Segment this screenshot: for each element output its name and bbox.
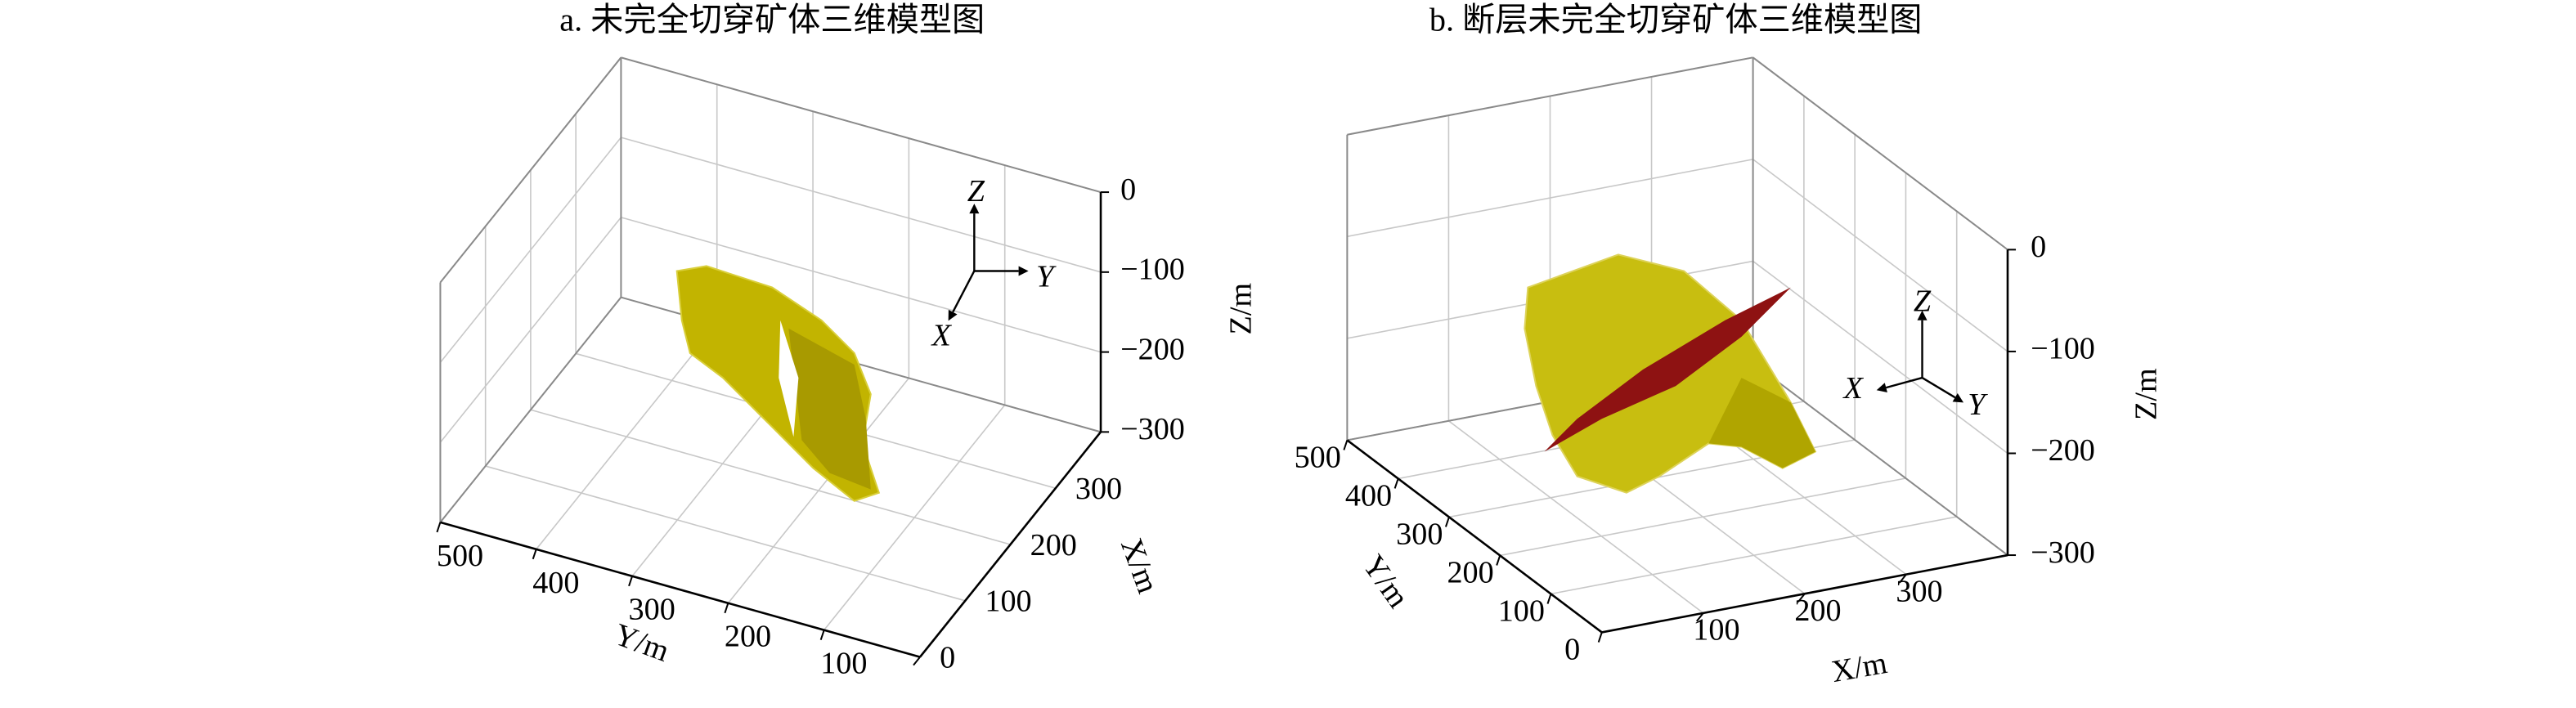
- z-tick-label: −200: [2031, 433, 2095, 468]
- tick-mark: [1343, 440, 1349, 450]
- y-tick-label: 300: [629, 593, 675, 627]
- tick-mark: [1003, 544, 1012, 553]
- chart-title: b. 断层未完全切穿矿体三维模型图: [1429, 1, 1923, 38]
- ore-body-b: [1524, 253, 1817, 494]
- x-tick-label: 100: [985, 585, 1031, 619]
- x-axis-label: X/m: [1829, 646, 1890, 689]
- y-tick-label: 200: [725, 620, 771, 654]
- figure-body: 0100200300100200300400500−300−200−1000a.…: [436, 1, 2164, 689]
- z-tick-label: −300: [2031, 535, 2095, 570]
- grid-line: [1752, 159, 2008, 352]
- box-edge: [621, 56, 1102, 194]
- triad-arrow: [1876, 383, 1887, 392]
- triad-arrow: [1018, 266, 1029, 276]
- tick-mark: [532, 549, 537, 560]
- fault-plane: [1544, 287, 1791, 452]
- tick-mark: [1797, 593, 1806, 603]
- triad-label: X: [1842, 371, 1864, 406]
- tick-mark: [1546, 594, 1552, 604]
- y-tick-label: 100: [1498, 594, 1545, 628]
- triad-axis: [1921, 377, 1956, 399]
- x-axis-label: X/m: [1114, 534, 1165, 598]
- z-tick-label: 0: [2031, 230, 2046, 264]
- grid-line: [530, 409, 1011, 545]
- tick-mark: [913, 656, 921, 666]
- x-tick-label: 300: [1896, 575, 1942, 609]
- box-edge: [439, 297, 622, 523]
- grid-line: [485, 465, 966, 602]
- triad-axis: [952, 270, 976, 313]
- y-tick-label: 500: [437, 539, 483, 573]
- y-tick-label: 500: [1295, 440, 1341, 474]
- ore-shade: [788, 328, 871, 490]
- z-tick-label: −100: [2031, 332, 2095, 366]
- ore-body-a: [675, 265, 881, 502]
- tick-mark: [628, 576, 634, 587]
- x-tick-label: 300: [1075, 472, 1122, 506]
- grid-line: [439, 137, 622, 363]
- grid-line: [1347, 159, 1753, 238]
- grid-line: [1447, 420, 1704, 614]
- chart-title: a. 未完全切穿矿体三维模型图: [559, 1, 985, 38]
- y-tick-label: 0: [1564, 632, 1580, 666]
- tick-mark: [724, 603, 729, 614]
- z-tick-label: 0: [1120, 173, 1136, 207]
- tick-mark: [1444, 517, 1450, 527]
- tick-mark: [819, 630, 825, 641]
- triad-label: Y: [1968, 388, 1988, 422]
- x-tick-label: 100: [1693, 613, 1739, 648]
- y-axis: [1346, 439, 1603, 634]
- triad-arrow: [1952, 393, 1964, 403]
- y-tick-label: 400: [532, 566, 579, 600]
- y-tick-label: 400: [1345, 478, 1392, 513]
- grid-line: [727, 377, 910, 604]
- grid-line: [439, 217, 622, 443]
- tick-mark: [1393, 478, 1399, 489]
- y-tick-label: 200: [1447, 555, 1493, 589]
- z-tick-label: −100: [1120, 253, 1185, 287]
- grid-line: [621, 217, 1102, 353]
- y-tick-label: 100: [820, 647, 867, 681]
- tick-mark: [958, 600, 967, 610]
- box-edge: [1752, 362, 2008, 556]
- triad-arrow: [1917, 310, 1928, 320]
- x-tick-label: 200: [1794, 594, 1841, 628]
- ore-shade: [1708, 378, 1815, 468]
- triad-label: X: [931, 319, 953, 353]
- triad-label: Z: [1914, 284, 1932, 318]
- z-axis-label: Z/m: [1224, 283, 1259, 335]
- tick-mark: [1597, 632, 1603, 643]
- tick-mark: [436, 522, 442, 533]
- y-axis-label: Y/m: [1356, 549, 1416, 615]
- tick-mark: [1048, 487, 1057, 497]
- box-edge: [1347, 56, 1753, 136]
- grid-line: [1551, 516, 1957, 595]
- box-edge: [1752, 56, 2008, 251]
- tick-mark: [1496, 555, 1501, 566]
- tick-mark: [1899, 574, 1907, 584]
- tick-mark: [1696, 612, 1704, 622]
- y-tick-label: 300: [1396, 517, 1443, 551]
- triad-arrow: [969, 204, 980, 214]
- x-tick-label: 200: [1030, 528, 1077, 562]
- grid-line: [824, 404, 1006, 631]
- grid-line: [621, 137, 1102, 273]
- z-axis-label: Z/m: [2129, 368, 2164, 420]
- triad-label: Z: [967, 174, 985, 208]
- grid-line: [536, 324, 718, 550]
- grid-line: [1500, 477, 1906, 557]
- box-edge: [439, 56, 622, 284]
- ore-gap: [779, 320, 799, 437]
- grid-line: [1752, 260, 2008, 455]
- triad-label: Y: [1036, 259, 1057, 294]
- z-tick-label: −200: [1120, 332, 1185, 366]
- triad-arrow: [948, 309, 958, 321]
- y-axis: [440, 521, 921, 658]
- z-tick-label: −300: [1120, 412, 1185, 446]
- x-tick-label: 0: [940, 640, 955, 674]
- triad-axis: [1886, 376, 1923, 389]
